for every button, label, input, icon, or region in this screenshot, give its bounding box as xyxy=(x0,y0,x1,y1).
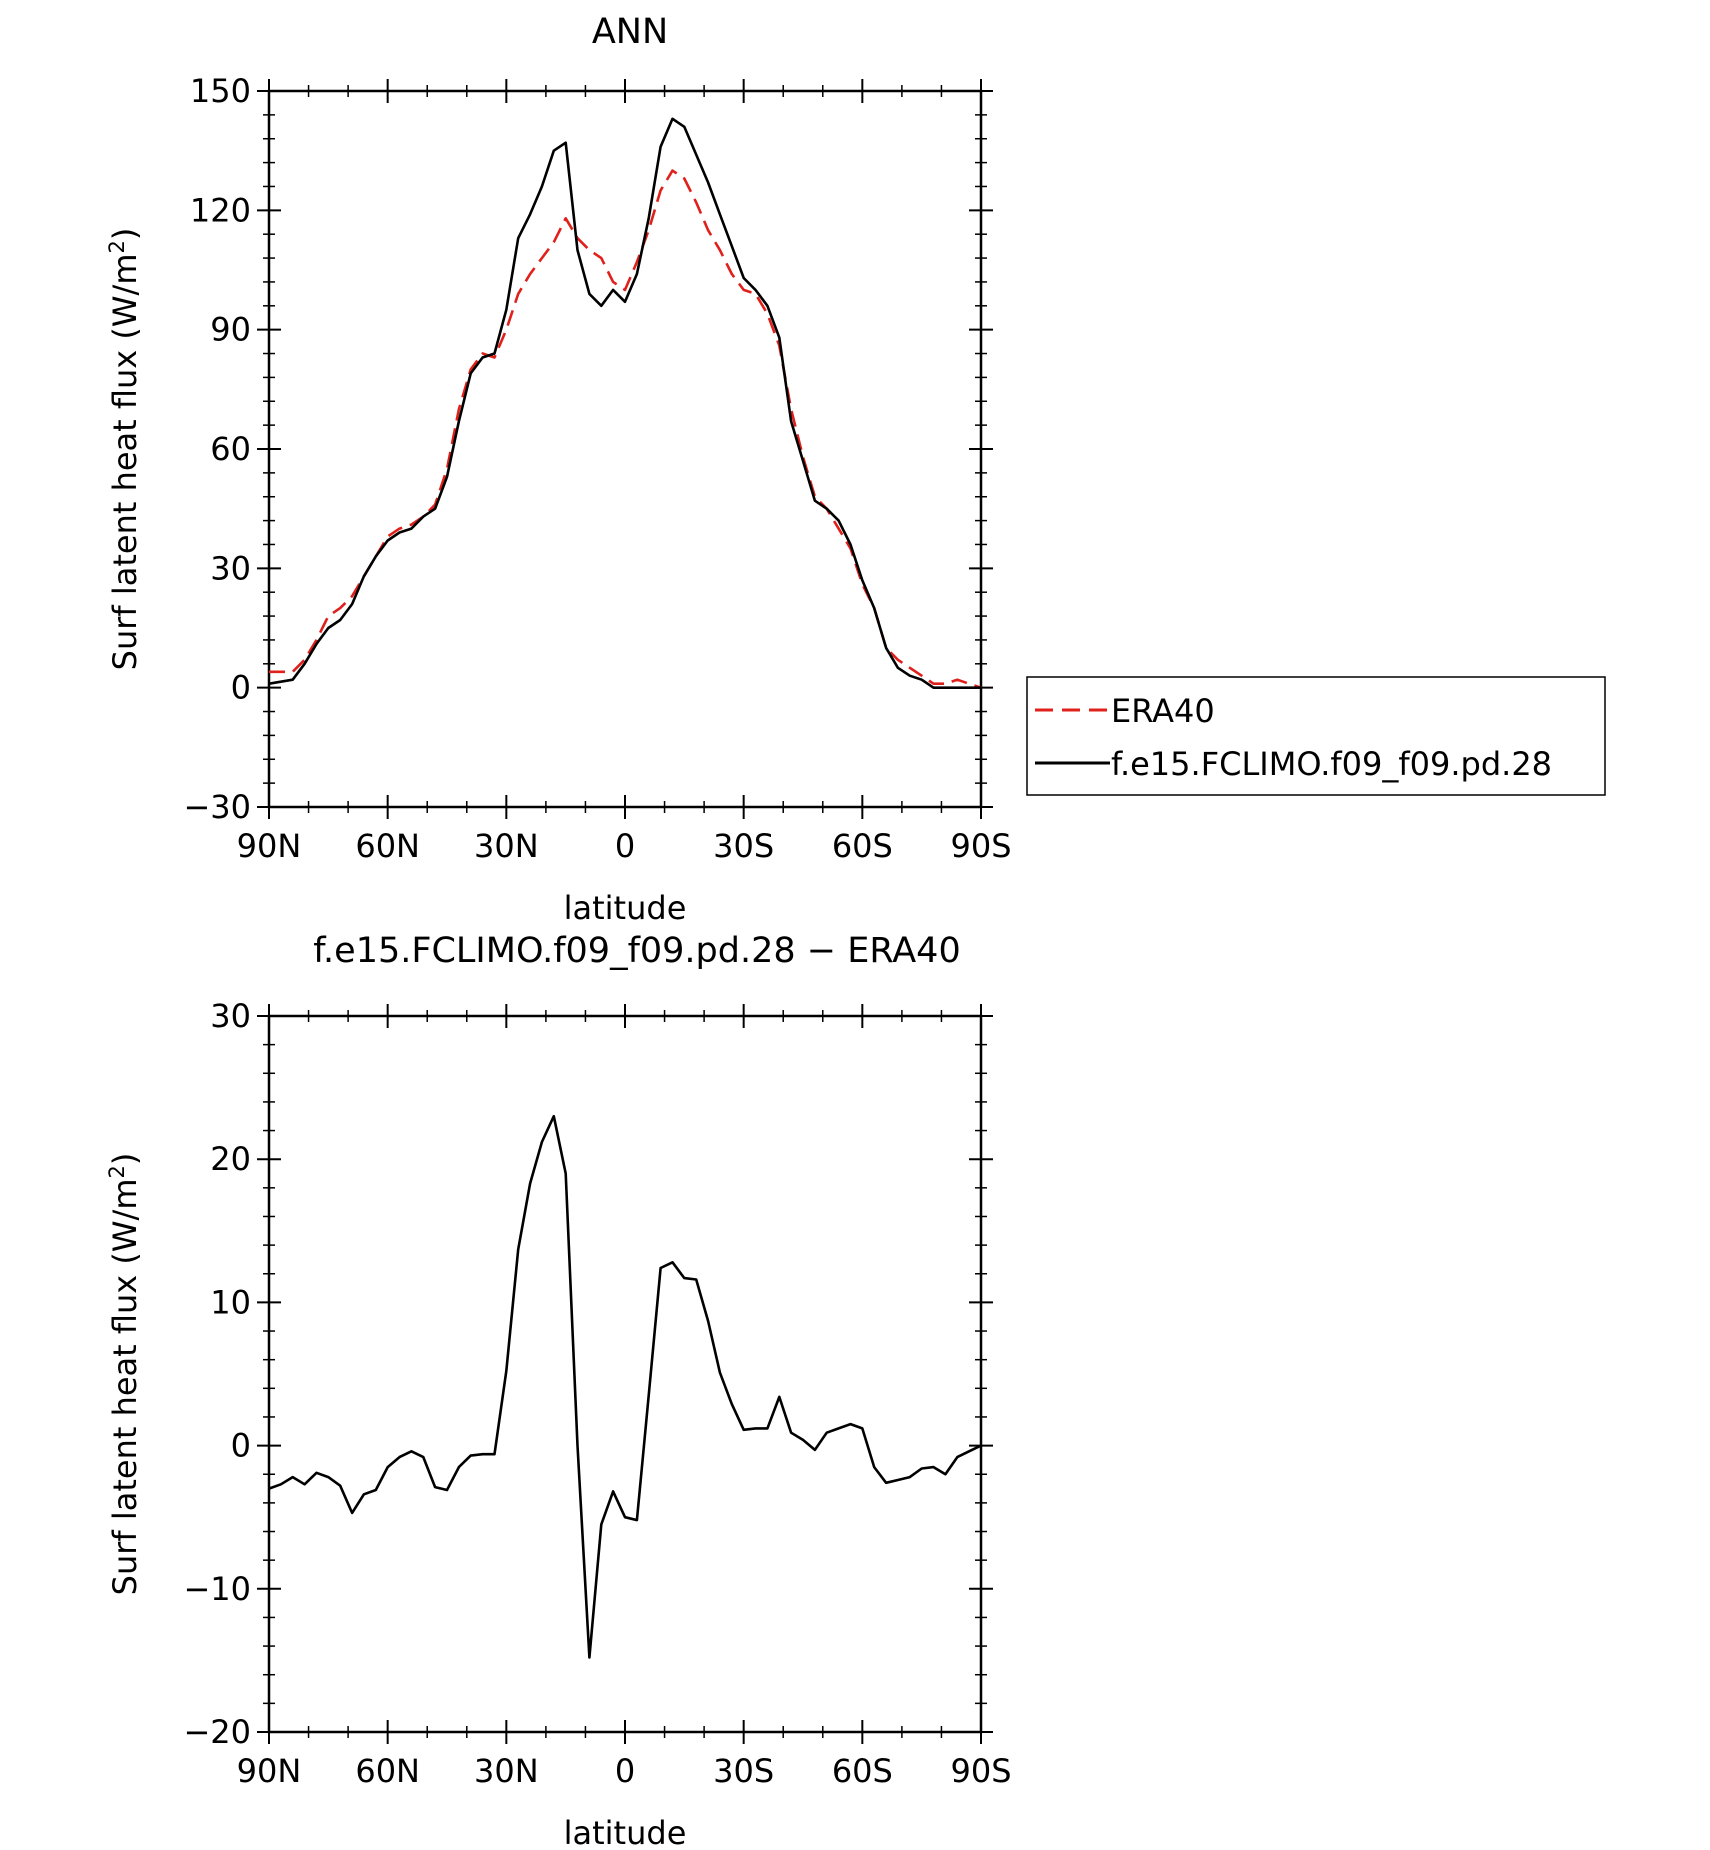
top-x-tick-label: 90S xyxy=(950,827,1011,865)
top-y-tick-labels: −30 0 30 60 90 120 150 xyxy=(183,72,251,826)
top-series-line-1 xyxy=(268,117,981,690)
bottom-y-tick-label: 20 xyxy=(210,1140,251,1178)
top-x-tick-label: 60S xyxy=(832,827,893,865)
bottom-x-tick-label: 30N xyxy=(474,1752,539,1790)
top-x-tick-label: 30N xyxy=(474,827,539,865)
bottom-y-tick-labels: −20 −10 0 10 20 30 xyxy=(183,997,251,1751)
top-chart-title: ANN xyxy=(592,12,668,52)
top-y-tick-label: 120 xyxy=(190,191,251,229)
top-x-axis-label: latitude xyxy=(564,889,687,927)
top-x-tick-label: 30S xyxy=(713,827,774,865)
top-y-tick-label: 0 xyxy=(231,669,251,707)
bottom-x-tick-label: 30S xyxy=(713,1752,774,1790)
bottom-series-line-0 xyxy=(268,1114,982,1659)
legend-box xyxy=(1026,676,1606,796)
top-y-tick-label: 90 xyxy=(210,311,251,349)
top-x-tick-label: 0 xyxy=(615,827,635,865)
top-x-tick-label: 60N xyxy=(355,827,420,865)
bottom-x-tick-labels: 90N 60N 30N 0 30S 60S 90S xyxy=(237,1752,1012,1790)
bottom-plot-frame xyxy=(267,1014,983,1734)
top-panel: ANN −30 0 30 60 90 120 150 90N 60N 30N 0 30S 60S 90S… xyxy=(105,12,1606,927)
top-y-tick-label: 150 xyxy=(190,72,251,110)
legend-label-era40: ERA40 xyxy=(1111,692,1215,730)
bottom-y-axis-label: Surf latent heat flux (W/m2) xyxy=(105,1153,144,1596)
top-y-tick-label: −30 xyxy=(183,788,251,826)
top-y-tick-label: 30 xyxy=(210,549,251,587)
bottom-y-tick-label: 30 xyxy=(210,997,251,1035)
bottom-x-axis-label: latitude xyxy=(564,1814,687,1850)
bottom-series xyxy=(268,1114,982,1659)
bottom-x-tick-label: 60S xyxy=(832,1752,893,1790)
bottom-x-tick-label: 90N xyxy=(237,1752,302,1790)
top-series xyxy=(268,117,982,690)
top-y-axis-label: Surf latent heat flux (W/m2) xyxy=(105,228,144,671)
legend-label-model: f.e15.FCLIMO.f09_f09.pd.28 xyxy=(1111,745,1552,783)
top-y-tick-label: 60 xyxy=(210,430,251,468)
bottom-ticks xyxy=(257,1004,993,1744)
top-x-tick-label: 90N xyxy=(237,827,302,865)
bottom-y-tick-label: −20 xyxy=(183,1713,251,1751)
legend: ERA40 f.e15.FCLIMO.f09_f09.pd.28 xyxy=(1026,676,1606,796)
bottom-panel: f.e15.FCLIMO.f09_f09.pd.28 − ERA40 −20 −1… xyxy=(105,931,1012,1850)
top-plot-frame xyxy=(267,89,983,809)
top-x-tick-labels: 90N 60N 30N 0 30S 60S 90S xyxy=(237,827,1012,865)
bottom-y-tick-label: 10 xyxy=(210,1283,251,1321)
top-ticks xyxy=(257,79,993,819)
bottom-chart-title: f.e15.FCLIMO.f09_f09.pd.28 − ERA40 xyxy=(313,931,960,971)
top-series-line-0 xyxy=(269,169,982,689)
bottom-y-tick-label: 0 xyxy=(231,1427,251,1465)
bottom-x-tick-label: 0 xyxy=(615,1752,635,1790)
bottom-x-tick-label: 60N xyxy=(355,1752,420,1790)
bottom-x-tick-label: 90S xyxy=(950,1752,1011,1790)
bottom-y-tick-label: −10 xyxy=(183,1570,251,1608)
